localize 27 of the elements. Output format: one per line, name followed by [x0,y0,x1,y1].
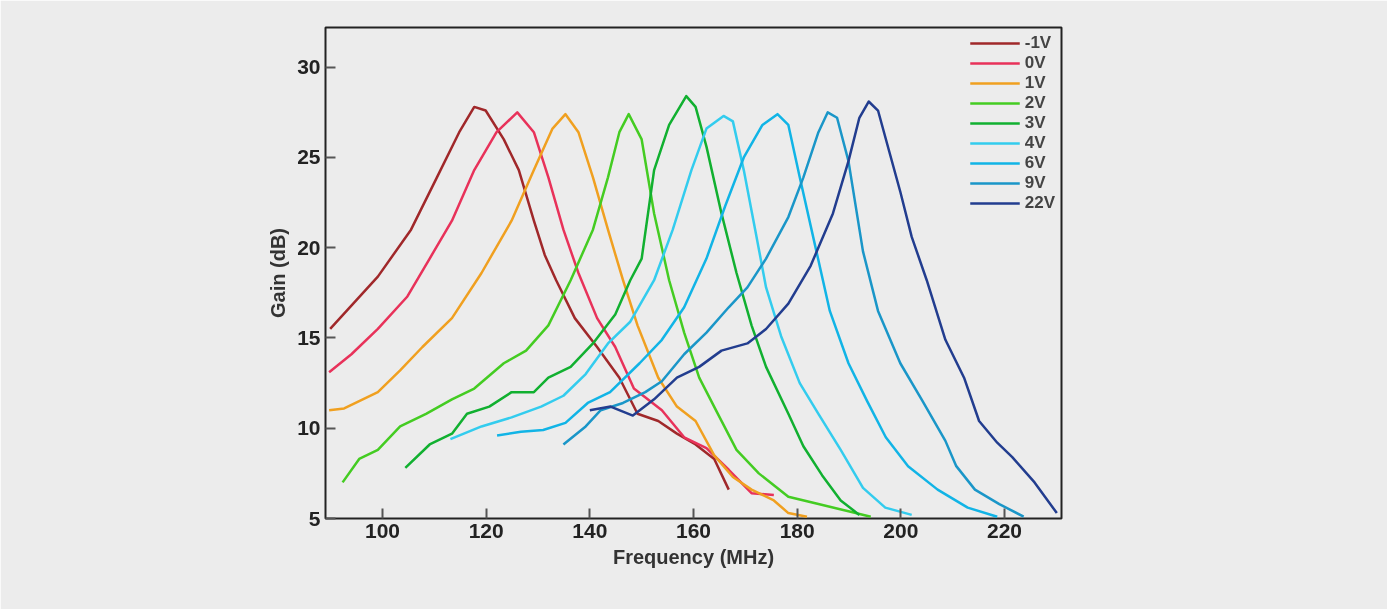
line-series [495,112,999,518]
y-tick-label: 25 [297,145,321,169]
x-tick-label: 120 [468,518,504,542]
legend-label: -1V [1024,33,1052,53]
y-tick-label: 10 [297,416,321,440]
legend-label: 22V [1024,193,1055,213]
line-series [449,114,913,517]
x-tick-label: 160 [675,518,712,542]
x-tick-label: 100 [365,518,401,542]
x-tick-label: 180 [779,518,815,542]
x-axis-title: Frequency (MHz) [612,545,775,568]
x-tick-label: 200 [883,518,919,542]
line-series [404,94,861,517]
legend-label: 3V [1024,113,1046,133]
x-tick-label: 220 [986,518,1023,542]
y-tick-label: 20 [297,235,321,259]
y-tick-label: 15 [297,325,321,349]
legend-label: 9V [1024,173,1046,193]
y-axis-title: Gain (dB) [267,228,290,318]
y-tick-label: 30 [297,55,321,79]
legend-label: 2V [1024,93,1046,113]
legend-label: 1V [1024,73,1046,93]
legend-label: 0V [1024,53,1046,73]
x-tick-label: 140 [572,518,608,542]
legend-label: 4V [1024,133,1046,153]
y-tick-label: 5 [308,506,321,530]
legend-label: 6V [1024,153,1046,173]
